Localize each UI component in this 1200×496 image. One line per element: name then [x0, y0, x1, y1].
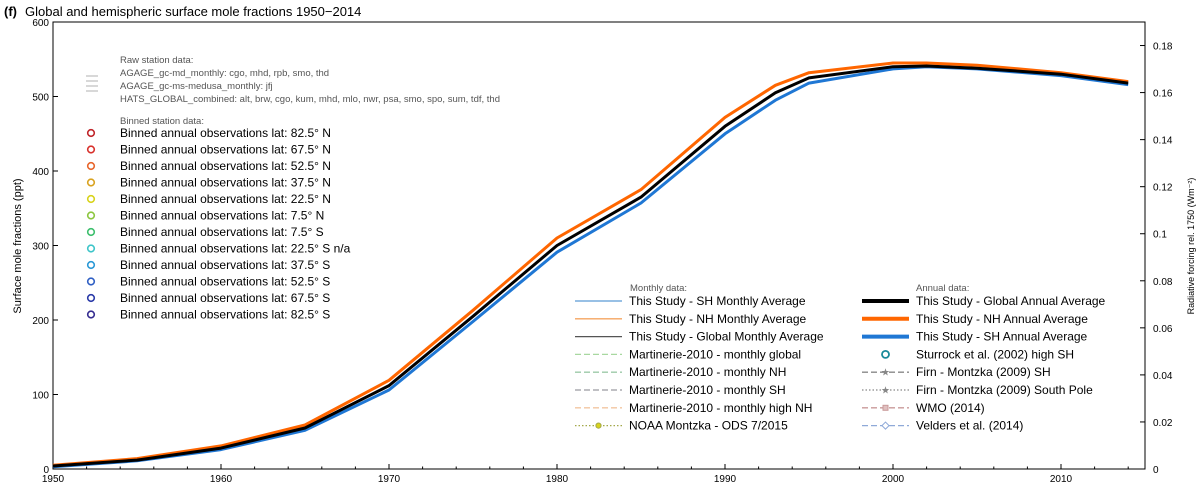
binned-legend-label: Binned annual observations lat: 67.5° S [120, 291, 330, 305]
y-right-tick-label: 0.02 [1153, 418, 1173, 429]
monthly-legend-heading: Monthly data: [630, 283, 687, 294]
y-right-tick-label: 0.1 [1153, 230, 1167, 241]
annual-legend-label: Sturrock et al. (2002) high SH [916, 347, 1074, 361]
y-right-tick-label: 0.18 [1153, 42, 1173, 53]
annual-legend-label: Firn - Montzka (2009) SH [916, 365, 1051, 379]
binned-legend-label: Binned annual observations lat: 67.5° N [120, 143, 331, 157]
raw-legend-line: AGAGE_gc-md_monthly: cgo, mhd, rpb, smo,… [120, 68, 329, 79]
y-tick-label: 500 [32, 93, 49, 104]
binned-marker-icon [86, 227, 96, 237]
binned-marker-icon [86, 293, 96, 303]
y-right-tick-label: 0 [1153, 465, 1159, 476]
x-tick-label: 1990 [714, 474, 737, 485]
binned-marker-icon [86, 211, 96, 220]
legend-square-icon [882, 404, 889, 411]
x-tick-label: 1950 [42, 474, 65, 485]
panel-label: (f) [4, 4, 17, 19]
binned-marker-icon [86, 277, 96, 286]
binned-legend-label: Binned annual observations lat: 52.5° N [120, 159, 331, 173]
y-axis-label: Surface mole fractions (ppt) [12, 178, 24, 313]
axes: 1950 1960 1970 1980 1990 2000 2010 0 100 200 300 40… [32, 18, 1173, 485]
series-line-1 [52, 61, 1129, 467]
legend-star-icon: ★ [881, 368, 890, 379]
monthly-legend-label: Martinerie-2010 - monthly NH [629, 365, 786, 379]
raw-legend-heading: Raw station data: [120, 55, 193, 66]
legend-raw: Raw station data: AGAGE_gc-md_monthly: c… [86, 55, 500, 105]
monthly-legend-label: NOAA Montzka - ODS 7/2015 [629, 419, 788, 433]
binned-legend-label: Binned annual observations lat: 7.5° S [120, 225, 324, 239]
annual-legend-label: Velders et al. (2014) [916, 419, 1023, 433]
annual-legend-label: This Study - NH Annual Average [916, 312, 1088, 326]
monthly-legend-label: Martinerie-2010 - monthly global [629, 347, 801, 361]
monthly-legend-label: Martinerie-2010 - monthly high NH [629, 401, 812, 415]
raw-station-data-icon [86, 75, 98, 92]
y-right-tick-label: 0.14 [1153, 136, 1173, 147]
monthly-legend-label: This Study - Global Monthly Average [629, 330, 824, 344]
binned-marker-icon [86, 310, 96, 319]
y-right-tick-label: 0.06 [1153, 324, 1173, 335]
annual-legend-label: This Study - SH Annual Average [916, 330, 1088, 344]
binned-legend-label: Binned annual observations lat: 82.5° S [120, 308, 330, 322]
y-right-tick-label: 0.04 [1153, 371, 1173, 382]
y-tick-label: 300 [32, 242, 49, 253]
y-right-tick-label: 0.08 [1153, 277, 1173, 288]
annual-legend-label: This Study - Global Annual Average [916, 294, 1106, 308]
binned-legend-label: Binned annual observations lat: 37.5° N [120, 176, 331, 190]
binned-legend-label: Binned annual observations lat: 52.5° S [120, 275, 330, 289]
binned-legend-label: Binned annual observations lat: 22.5° S … [120, 242, 351, 256]
monthly-legend-label: Martinerie-2010 - monthly SH [629, 383, 786, 397]
binned-marker-icon [86, 161, 96, 171]
y-tick-label: 600 [32, 18, 49, 29]
x-tick-label: 1960 [210, 474, 233, 485]
series-line-0 [52, 64, 1129, 468]
x-tick-label: 2000 [882, 474, 905, 485]
legend-circle-icon [595, 422, 602, 429]
legend-star-icon: ★ [881, 386, 890, 397]
y-right-tick-label: 0.16 [1153, 89, 1173, 100]
y-tick-label: 0 [43, 465, 49, 476]
legend-monthly: Monthly data: This Study - SH Monthly Av… [575, 283, 824, 433]
binned-legend-heading: Binned station data: [120, 116, 204, 127]
monthly-legend-label: This Study - SH Monthly Average [629, 294, 806, 308]
annual-legend-heading: Annual data: [916, 283, 969, 294]
x-tick-label: 1970 [378, 474, 401, 485]
legend-binned: Binned station data: Binned annual obser… [86, 116, 351, 322]
y-axis-right-label: Radiative forcing rel. 1750 (Wm⁻²) [1186, 178, 1196, 315]
legend-diamond-icon [881, 421, 890, 430]
legend-circle-icon [881, 349, 890, 359]
binned-marker-icon [86, 128, 96, 138]
binned-marker-icon [86, 260, 96, 270]
legend-annual: Annual data: This Study - Global Annual … [862, 283, 1106, 433]
binned-marker-icon [86, 194, 96, 204]
raw-legend-line: AGAGE_gc-ms-medusa_monthly: jfj [120, 81, 273, 92]
y-tick-label: 200 [32, 316, 49, 327]
binned-legend-label: Binned annual observations lat: 22.5° N [120, 192, 331, 206]
binned-marker-icon [86, 178, 96, 187]
series-layer [52, 61, 1129, 469]
binned-legend-label: Binned annual observations lat: 82.5° N [120, 126, 331, 140]
binned-legend-label: Binned annual observations lat: 37.5° S [120, 258, 330, 272]
binned-legend-label: Binned annual observations lat: 7.5° N [120, 209, 324, 223]
chart-title: Global and hemispheric surface mole frac… [25, 4, 361, 19]
x-tick-label: 2010 [1050, 474, 1073, 485]
annual-legend-label: WMO (2014) [916, 401, 985, 415]
monthly-legend-label: This Study - NH Monthly Average [629, 312, 807, 326]
binned-marker-icon [86, 244, 96, 253]
y-tick-label: 100 [32, 391, 49, 402]
binned-marker-icon [86, 145, 96, 154]
x-tick-label: 1980 [546, 474, 569, 485]
y-right-tick-label: 0.12 [1153, 183, 1173, 194]
raw-legend-line: HATS_GLOBAL_combined: alt, brw, cgo, kum… [120, 94, 500, 105]
y-tick-label: 400 [32, 167, 49, 178]
annual-legend-label: Firn - Montzka (2009) South Pole [916, 383, 1093, 397]
